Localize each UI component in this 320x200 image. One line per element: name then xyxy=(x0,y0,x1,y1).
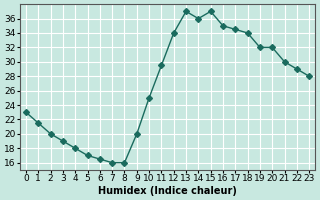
X-axis label: Humidex (Indice chaleur): Humidex (Indice chaleur) xyxy=(98,186,237,196)
